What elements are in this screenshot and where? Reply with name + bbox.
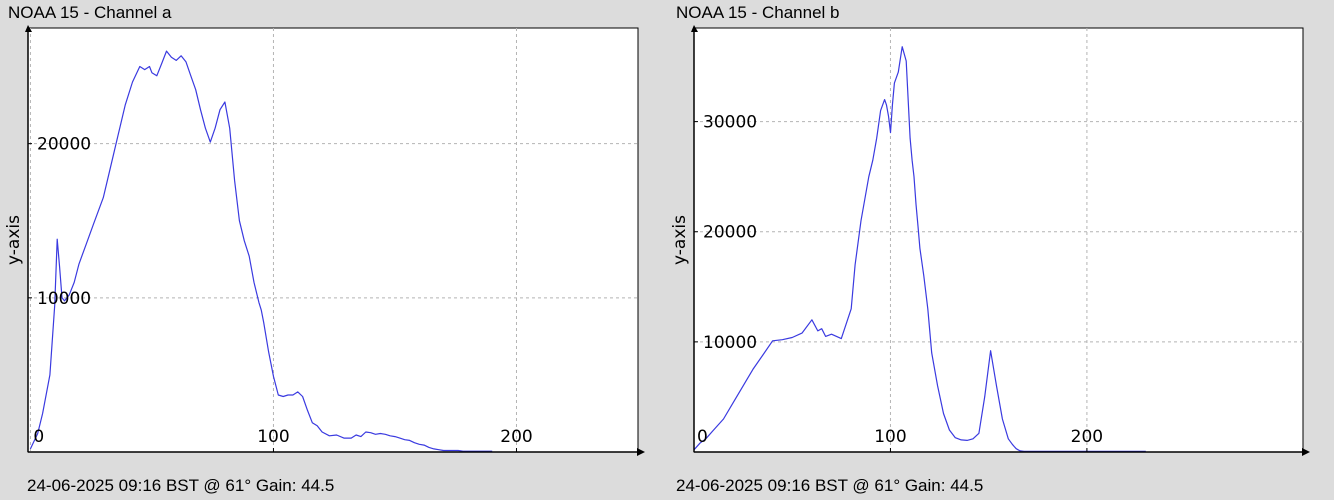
x-tick-label: 100 <box>874 427 906 447</box>
chart-caption: 24-06-2025 09:16 BST @ 61° Gain: 44.5 <box>27 476 335 495</box>
x-tick-label: 200 <box>1071 427 1103 447</box>
x-tick-label: 200 <box>500 427 532 447</box>
x-tick-label: 100 <box>257 427 289 447</box>
plot-area: 0 100 200 10000 20000 30000 y-axis <box>670 25 1310 456</box>
plot-background <box>27 27 639 453</box>
x-axis-arrow <box>637 448 645 456</box>
y-axis-arrow <box>691 25 698 32</box>
chart-title: NOAA 15 - Channel b <box>676 3 840 22</box>
y-axis-arrow <box>25 25 32 32</box>
plot-background <box>693 27 1304 453</box>
y-axis-title: y-axis <box>4 215 24 265</box>
chart-title: NOAA 15 - Channel a <box>8 3 172 22</box>
plot-area: 0 100 200 10000 20000 y-axis <box>4 25 645 456</box>
data-series-line <box>29 50 493 452</box>
y-axis-title: y-axis <box>670 215 690 265</box>
chart-panel-a: NOAA 15 - Channel a 0 100 200 10000 20000 y-a… <box>0 0 660 500</box>
y-tick-label: 10000 <box>703 333 757 353</box>
y-tick-label: 20000 <box>703 223 757 243</box>
y-tick-label: 10000 <box>37 289 91 309</box>
x-axis-arrow <box>1302 448 1310 456</box>
y-tick-label: 20000 <box>37 135 91 155</box>
x-tick-label: 0 <box>33 427 44 447</box>
chart-caption: 24-06-2025 09:16 BST @ 61° Gain: 44.5 <box>676 476 984 495</box>
x-tick-label: 0 <box>697 427 708 447</box>
y-tick-label: 30000 <box>703 113 757 133</box>
data-series-line <box>693 46 1146 452</box>
chart-panel-b: NOAA 15 - Channel b 0 100 200 10000 20000 300… <box>667 0 1334 500</box>
